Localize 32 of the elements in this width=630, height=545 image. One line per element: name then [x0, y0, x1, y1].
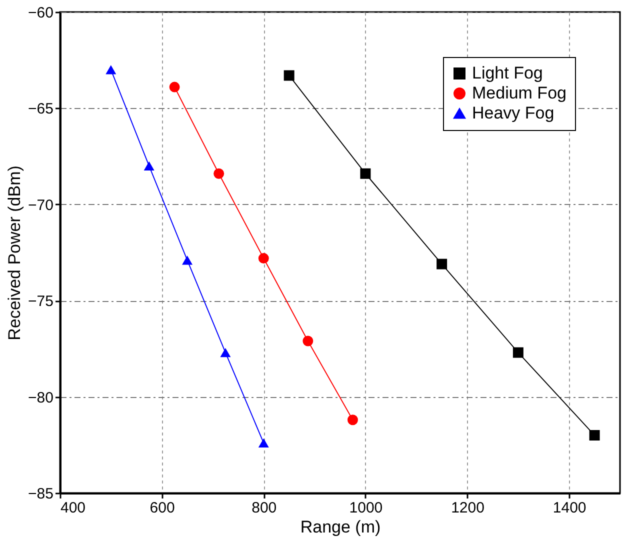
- point: [258, 438, 269, 448]
- point: [182, 256, 193, 265]
- point: [258, 253, 269, 264]
- y-tick-label: −85: [28, 486, 54, 502]
- y-tick-label: −80: [28, 389, 54, 406]
- x-tick-label: 1200: [451, 500, 484, 516]
- y-tick-label: −75: [28, 293, 54, 310]
- y-tick-label: −70: [28, 196, 54, 214]
- point: [220, 348, 231, 358]
- x-tick-label: 1400: [552, 500, 586, 516]
- x-tick-label: 800: [252, 500, 277, 516]
- point: [214, 168, 224, 179]
- point: [106, 65, 116, 74]
- point: [589, 430, 600, 441]
- x-tick-label: 600: [150, 500, 175, 516]
- point: [347, 414, 358, 426]
- point: [360, 168, 371, 179]
- point: [144, 161, 154, 170]
- x-tick-label: 1000: [349, 500, 383, 516]
- x-axis-title: Range (m): [300, 518, 381, 536]
- point: [512, 347, 524, 358]
- point: [302, 336, 314, 346]
- legend-label: Medium Fog: [472, 84, 566, 102]
- point: [169, 82, 180, 92]
- legend-label: Light Fog: [472, 64, 543, 82]
- y-axis-title: Received Power (dBm): [5, 166, 24, 340]
- y-tick-label: −60: [28, 4, 54, 22]
- y-tick-label: −65: [28, 100, 54, 118]
- point: [436, 258, 448, 270]
- legend-label: Heavy Fog: [472, 104, 554, 122]
- point: [284, 70, 294, 81]
- x-tick-label: 400: [60, 500, 86, 516]
